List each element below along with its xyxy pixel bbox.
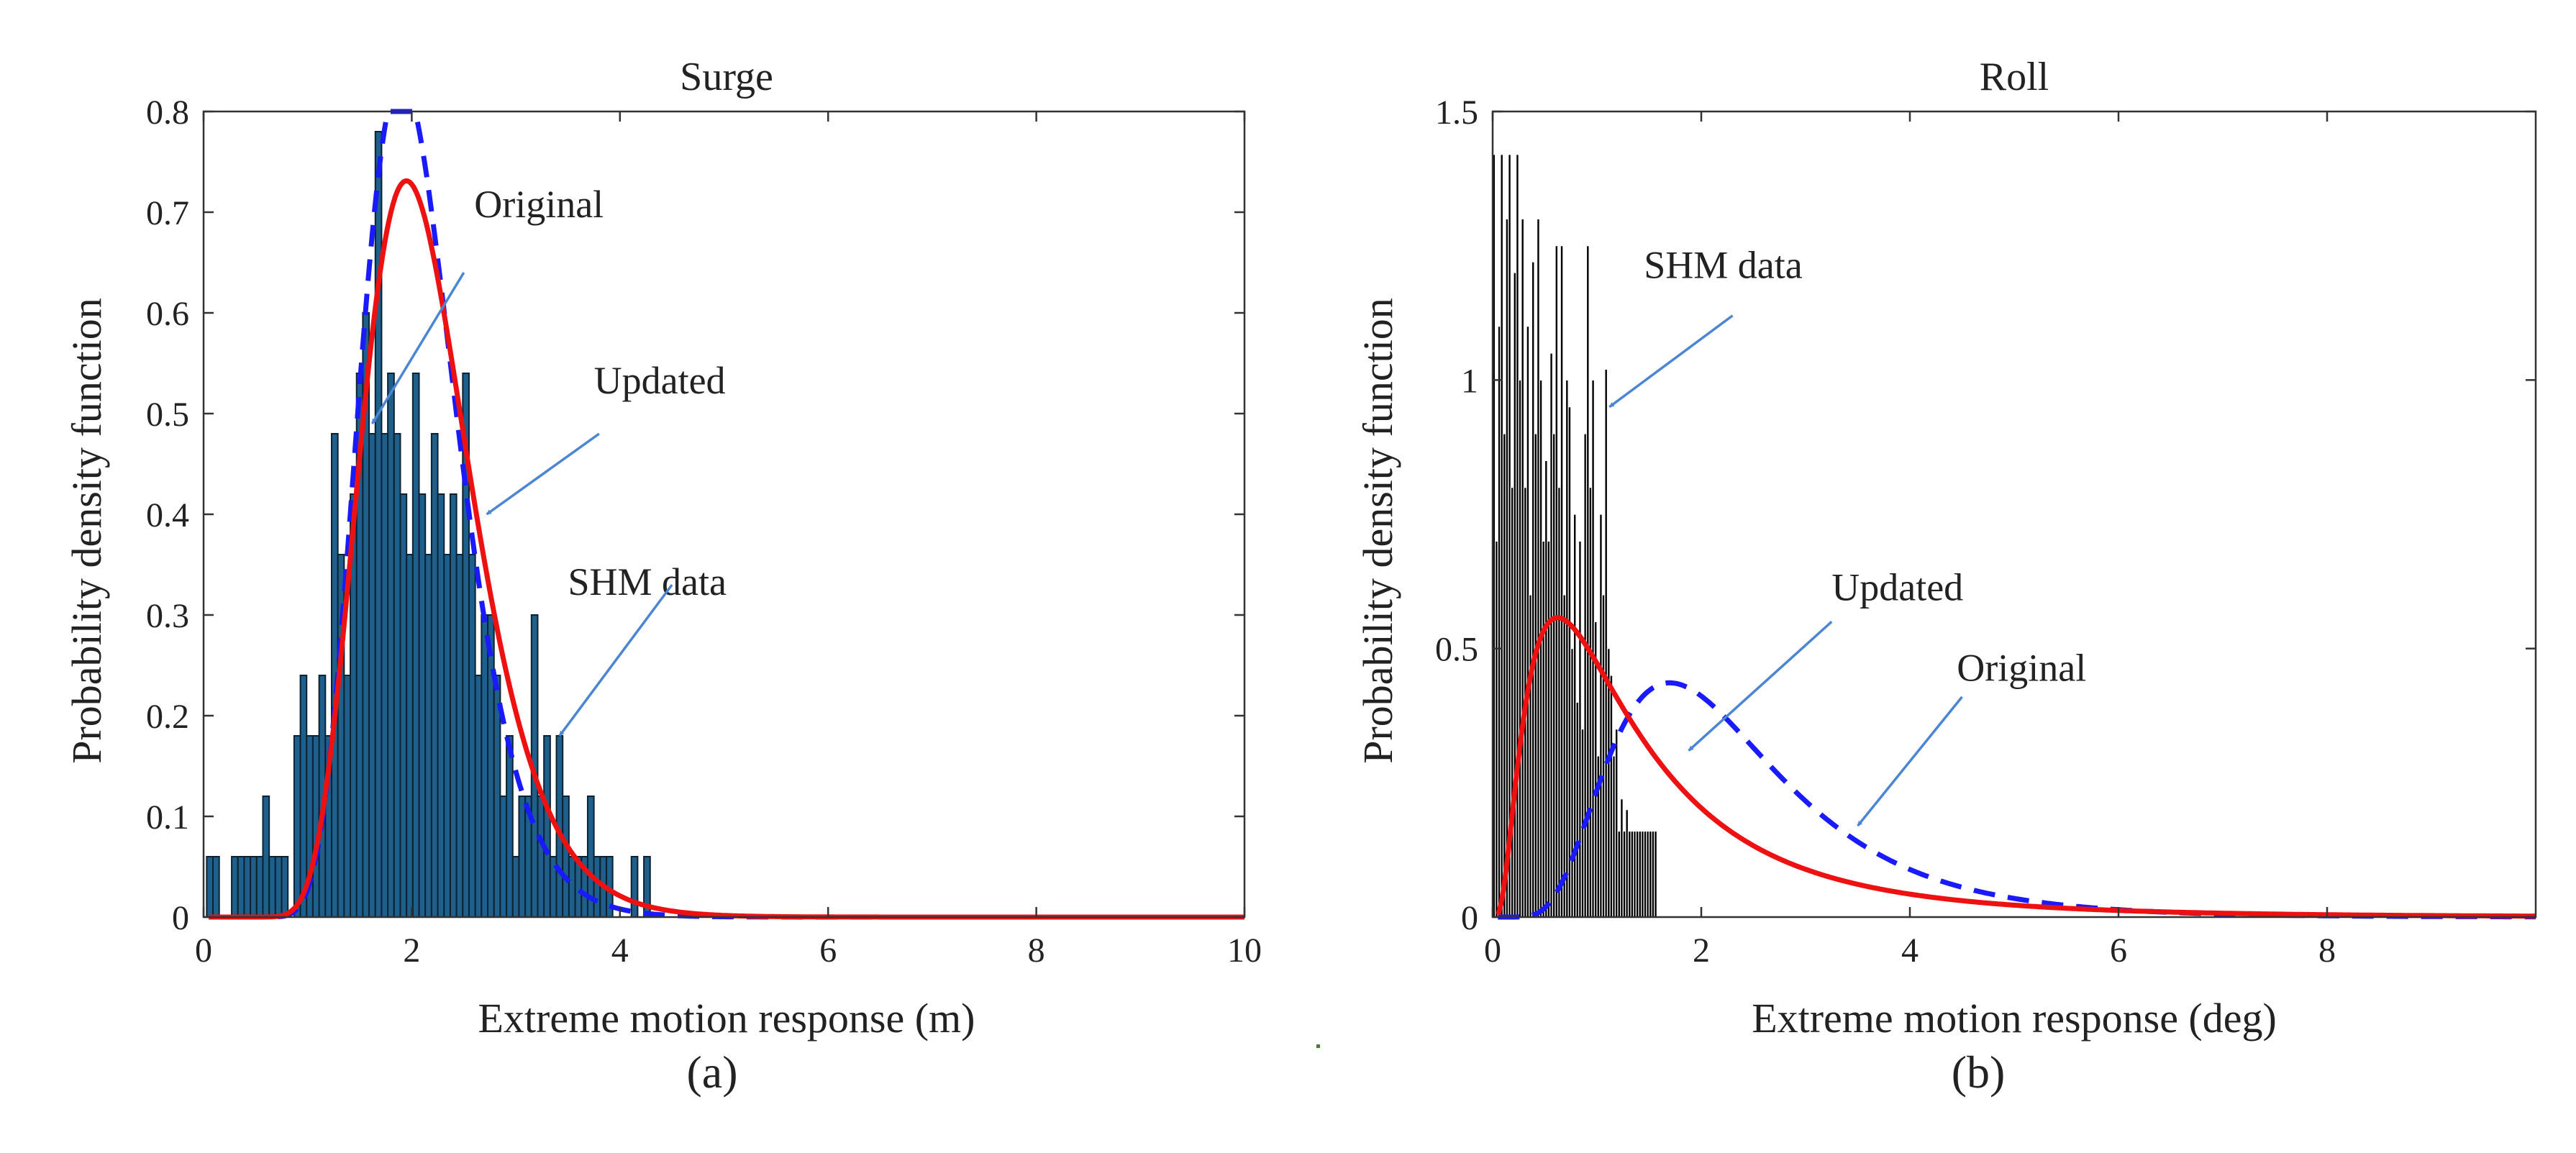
pb-annotation-shm-data: SHM data xyxy=(1644,243,1803,286)
panel-a-xlabel: Extreme motion response (m) xyxy=(478,995,975,1042)
pb-xtick-label: 2 xyxy=(1693,931,1710,970)
panel-a-plot-area: 0 2 4 6 8 10 0 0.1 0.2 0.3 0.4 0.5 0.6 0.7 0.8 Original… xyxy=(146,94,1262,970)
panel-b-caption: (b) xyxy=(1952,1047,2006,1098)
pa-hist-bar xyxy=(381,433,389,918)
pa-hist-bar xyxy=(506,735,514,918)
pb-xtick-label: 4 xyxy=(1901,931,1919,970)
panel-b-plot-area: 0 2 4 6 8 0 0.5 1 1.5 SHM data Updated Original xyxy=(1435,94,2537,970)
pb-ytick-label: 1.5 xyxy=(1435,94,1478,132)
pa-hist-bar xyxy=(562,796,570,918)
pb-axes-frame xyxy=(1491,110,2537,919)
panel-a-title: Surge xyxy=(680,55,773,99)
pa-hist-bar xyxy=(474,675,483,918)
pa-hist-bar xyxy=(443,554,451,918)
pa-hist-bar xyxy=(499,796,508,918)
pa-hist-bar xyxy=(424,554,432,918)
pa-xtick-label: 0 xyxy=(195,931,212,970)
pa-xtick-label: 6 xyxy=(819,931,837,970)
pa-hist-bar xyxy=(455,554,464,918)
pa-hist-bar xyxy=(231,856,239,918)
pa-hist-bar xyxy=(511,856,520,918)
pa-hist-bar xyxy=(274,856,283,918)
pb-ytick-label: 1 xyxy=(1461,362,1478,400)
pa-hist-bar xyxy=(449,493,458,918)
pa-hist-bar xyxy=(399,493,408,918)
pa-hist-bar xyxy=(568,856,576,918)
pa-hist-bar xyxy=(411,373,420,918)
pa-hist-bar xyxy=(630,856,639,918)
pa-ytick-label: 0.7 xyxy=(146,194,189,232)
pa-hist-bar xyxy=(437,493,445,918)
panel-b-xlabel: Extreme motion response (deg) xyxy=(1752,995,2277,1042)
pa-hist-bar xyxy=(387,373,395,918)
pa-xtick-label: 8 xyxy=(1028,931,1045,970)
stray-dot xyxy=(1316,1044,1320,1048)
pb-arrow-shm-data xyxy=(1608,314,1734,409)
pa-ytick-label: 0.6 xyxy=(146,295,189,333)
pa-hist-bar xyxy=(237,856,245,918)
pa-ytick-label: 0 xyxy=(172,899,189,937)
pa-xtick-label: 4 xyxy=(611,931,629,970)
pb-arrow-original xyxy=(1857,696,1963,827)
pb-arrow-updated xyxy=(1688,621,1833,752)
pa-hist-bar xyxy=(250,856,258,918)
pa-ytick-label: 0.2 xyxy=(146,698,189,736)
pa-ytick-label: 0.3 xyxy=(146,597,189,635)
pb-xtick-label: 8 xyxy=(2318,931,2336,970)
pa-annotation-original: Original xyxy=(474,183,604,226)
pb-histogram xyxy=(1492,154,1657,918)
pa-hist-bar xyxy=(543,735,551,918)
panel-a-ylabel: Probability density function xyxy=(63,298,110,764)
pa-ytick-label: 0.1 xyxy=(146,798,189,837)
pa-hist-bar xyxy=(487,614,495,918)
pa-histogram xyxy=(206,131,651,918)
pa-hist-bar xyxy=(268,856,276,918)
panel-b-ylabel: Probability density function xyxy=(1355,298,1401,764)
pa-hist-bar xyxy=(212,856,220,918)
pb-xtick-label: 0 xyxy=(1484,931,1501,970)
pb-xtick-label: 6 xyxy=(2110,931,2127,970)
pa-hist-bar xyxy=(481,614,489,918)
pa-hist-bar xyxy=(281,856,289,918)
pb-ytick-label: 0.5 xyxy=(1435,631,1478,669)
pa-hist-bar xyxy=(393,433,401,918)
panel-surge: Surge 0 2 4 6 8 10 0 0.1 0.2 0.3 0.4 0.5 0.6 0.7 0.8 Or… xyxy=(63,55,1262,1098)
pa-arrow-updated xyxy=(486,432,600,516)
pb-curve-updated xyxy=(1496,615,2536,919)
pa-xtick-label: 2 xyxy=(403,931,420,970)
pa-hist-bar xyxy=(593,856,601,918)
pa-hist-bar xyxy=(255,856,264,918)
pb-ytick-label: 0 xyxy=(1461,899,1478,937)
panel-roll: Roll 0 2 4 6 8 0 0.5 1 1.5 SHM data Updated Origina… xyxy=(1355,55,2537,1098)
pa-annotation-updated: Updated xyxy=(594,359,726,402)
pa-hist-bar xyxy=(518,796,527,918)
pa-hist-bar xyxy=(537,796,545,918)
pb-annotation-original: Original xyxy=(1957,646,2086,689)
pa-arrow-shm-data xyxy=(558,583,673,737)
pa-hist-bar xyxy=(406,554,414,918)
pa-hist-bar xyxy=(368,433,376,918)
pb-hist-bar xyxy=(1654,830,1657,918)
pa-xtick-label: 10 xyxy=(1227,931,1262,970)
pa-hist-bar xyxy=(430,433,439,918)
pa-hist-bar xyxy=(206,856,214,918)
pa-hist-bar xyxy=(293,735,301,918)
pa-hist-bar xyxy=(243,856,252,918)
pa-ytick-label: 0.5 xyxy=(146,396,189,434)
pa-hist-bar xyxy=(374,131,383,918)
pa-hist-bar xyxy=(418,493,427,918)
panel-a-caption: (a) xyxy=(686,1047,737,1098)
pa-ytick-label: 0.8 xyxy=(146,94,189,132)
pa-hist-bar xyxy=(262,796,270,918)
pa-ytick-label: 0.4 xyxy=(146,496,189,534)
pa-annotation-shm-data: SHM data xyxy=(568,560,727,603)
pa-arrow-original xyxy=(370,272,465,424)
pb-annotation-updated: Updated xyxy=(1831,565,1963,609)
pa-hist-bar xyxy=(343,675,352,918)
panel-b-title: Roll xyxy=(1980,55,2049,99)
pa-hist-bar xyxy=(468,554,476,918)
